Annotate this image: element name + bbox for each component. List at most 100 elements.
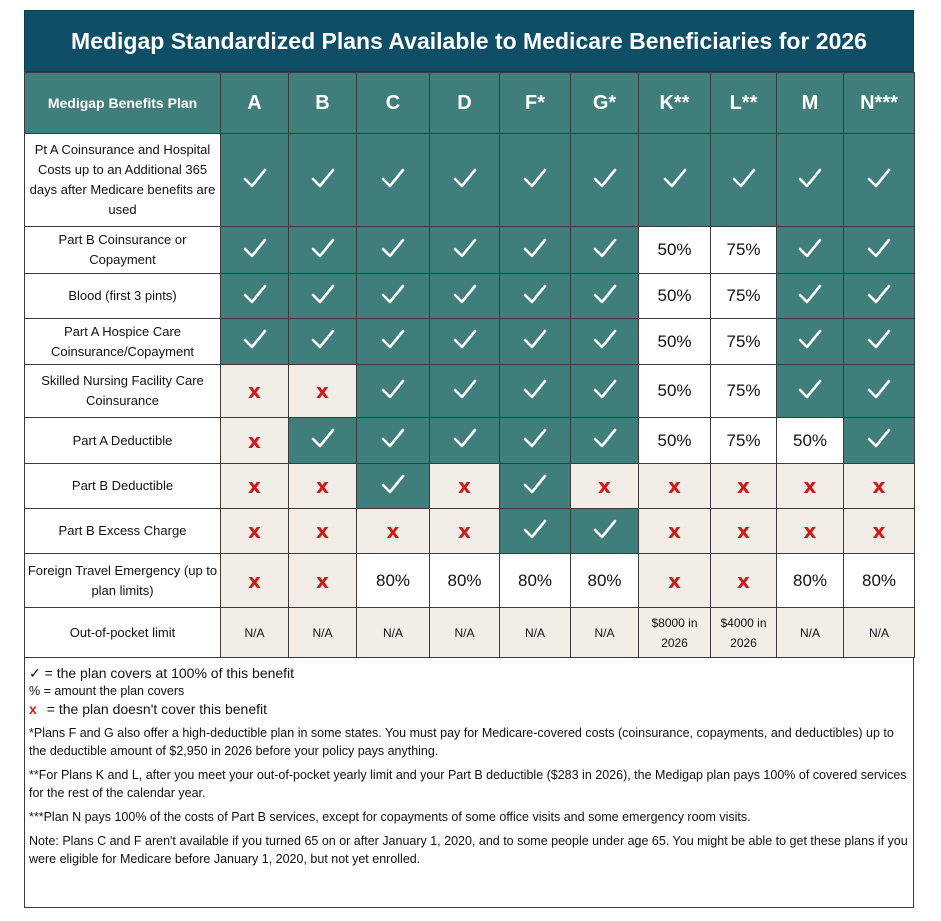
check-icon — [453, 284, 476, 303]
plan-header: D — [429, 72, 500, 134]
check-icon — [593, 168, 616, 187]
plan-header: F* — [499, 72, 571, 134]
note-plans-c-f: Note: Plans C and F aren't available if … — [29, 834, 908, 866]
check-icon — [453, 329, 476, 349]
covered-cell — [710, 133, 777, 227]
table-row: Part B Excess Charge x x x x x x x x — [24, 508, 915, 554]
not-covered-cell: x — [288, 508, 357, 554]
covered-cell — [843, 417, 915, 464]
check-icon — [593, 329, 616, 349]
na-cell: N/A — [570, 607, 639, 658]
note-plans-k-l: **For Plans K and L, after you meet your… — [29, 768, 907, 800]
check-icon — [243, 168, 266, 187]
check-icon — [593, 238, 616, 257]
check-icon — [311, 428, 334, 448]
check-icon — [311, 238, 334, 257]
check-icon — [381, 284, 405, 303]
plan-header: C — [356, 72, 430, 134]
x-mark-icon: x — [248, 379, 261, 403]
oop-limit-cell: $4000 in 2026 — [710, 607, 777, 658]
table-row: Part B Deductible x x x x x x x x — [24, 463, 915, 509]
x-mark-icon: x — [386, 519, 400, 543]
x-mark-icon: x — [316, 568, 329, 593]
benefit-label: Part A Deductible — [24, 417, 221, 464]
percent-cell: 80% — [570, 553, 639, 608]
covered-cell — [499, 508, 571, 554]
percent-cell: 80% — [356, 553, 430, 608]
x-mark-icon: x — [737, 474, 750, 498]
not-covered-cell: x — [776, 463, 844, 509]
percent-cell: 50% — [638, 364, 711, 418]
check-icon — [381, 168, 405, 187]
check-icon — [453, 168, 476, 187]
header-label: Medigap Benefits Plan — [24, 72, 221, 134]
covered-cell — [776, 133, 844, 227]
check-icon — [798, 238, 822, 257]
x-mark-icon: x — [668, 474, 681, 498]
benefit-label: Part A Hospice Care Coinsurance/Copaymen… — [24, 318, 221, 365]
x-mark-icon: x — [248, 568, 261, 593]
covered-cell — [288, 226, 357, 274]
check-icon — [798, 379, 822, 398]
covered-cell — [776, 273, 844, 319]
percent-cell: 75% — [710, 273, 777, 319]
check-icon — [523, 284, 547, 303]
covered-cell — [429, 318, 500, 365]
benefit-label: Blood (first 3 pints) — [24, 273, 221, 319]
percent-cell: 80% — [429, 553, 500, 608]
na-cell: N/A — [776, 607, 844, 658]
covered-cell — [499, 364, 571, 418]
covered-cell — [776, 318, 844, 365]
x-mark-icon: x — [668, 568, 681, 593]
percent-cell: 75% — [710, 318, 777, 365]
covered-cell — [499, 463, 571, 509]
not-covered-cell: x — [638, 463, 711, 509]
covered-cell — [570, 364, 639, 418]
check-icon — [381, 329, 405, 349]
check-icon — [381, 474, 405, 493]
na-cell: N/A — [356, 607, 430, 658]
legend-x-text: = the plan doesn't cover this benefit — [46, 701, 268, 717]
check-icon — [523, 329, 547, 349]
x-mark-icon: x — [458, 519, 471, 543]
table-row: Out-of-pocket limit N/A N/A N/A N/A N/A N/A $80… — [24, 607, 915, 658]
covered-cell — [499, 417, 571, 464]
covered-cell — [356, 226, 430, 274]
legend-check-row: ✓ = the plan covers at 100% of this bene… — [29, 664, 909, 682]
check-icon — [453, 428, 476, 448]
check-icon — [798, 168, 822, 187]
not-covered-cell: x — [776, 508, 844, 554]
legend-pct-text: % = amount the plan covers — [29, 684, 185, 698]
plan-header: K** — [638, 72, 711, 134]
check-icon — [867, 238, 891, 257]
covered-cell — [776, 364, 844, 418]
covered-cell — [288, 318, 357, 365]
benefit-label: Skilled Nursing Facility Care Coinsuranc… — [24, 364, 221, 418]
percent-cell: 50% — [638, 318, 711, 365]
check-icon — [798, 284, 822, 303]
legend-check-text: = the plan covers at 100% of this benefi… — [44, 665, 295, 681]
x-mark-icon: x — [803, 474, 817, 498]
check-icon — [243, 329, 266, 349]
covered-cell — [638, 133, 711, 227]
check-icon — [311, 329, 334, 349]
check-icon — [523, 428, 547, 448]
na-cell: N/A — [220, 607, 289, 658]
benefit-label: Pt A Coinsurance and Hospital Costs up t… — [24, 133, 221, 227]
covered-cell — [356, 364, 430, 418]
covered-cell — [843, 273, 915, 319]
check-icon — [732, 168, 755, 187]
covered-cell — [356, 417, 430, 464]
check-icon — [381, 428, 405, 448]
not-covered-cell: x — [288, 553, 357, 608]
covered-cell — [570, 226, 639, 274]
check-icon — [593, 428, 616, 448]
plan-header: G* — [570, 72, 639, 134]
covered-cell — [356, 318, 430, 365]
covered-cell — [499, 273, 571, 319]
x-mark-icon: x — [737, 568, 750, 593]
oop-limit-cell: $8000 in 2026 — [638, 607, 711, 658]
not-covered-cell: x — [570, 463, 639, 509]
covered-cell — [843, 133, 915, 227]
x-mark-icon: x — [29, 701, 37, 717]
